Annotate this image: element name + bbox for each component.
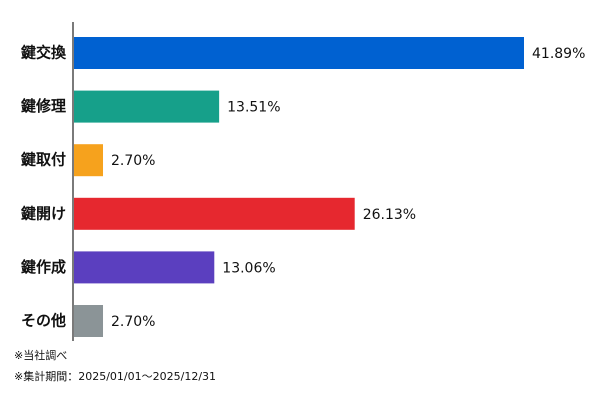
bar xyxy=(74,251,215,284)
category-label: その他 xyxy=(21,312,66,330)
note: ※集計期間：2025/01/01～2025/12/31 xyxy=(14,369,216,383)
bar xyxy=(74,197,355,230)
bar xyxy=(74,37,524,69)
category-label: 鍵取付 xyxy=(21,151,66,169)
value-label: 41.89% xyxy=(532,46,585,62)
value-label: 13.06% xyxy=(222,260,275,276)
category-label: 鍵開け xyxy=(21,204,66,222)
bar xyxy=(74,305,104,337)
bar xyxy=(74,90,220,123)
category-label: 鍵作成 xyxy=(21,258,66,276)
note: ※当社調べ xyxy=(14,348,67,362)
bar xyxy=(74,144,104,177)
value-label: 2.70% xyxy=(111,153,155,169)
value-label: 13.51% xyxy=(227,100,280,116)
value-label: 2.70% xyxy=(111,314,155,330)
category-label: 鍵交換 xyxy=(21,44,67,62)
category-label: 鍵修理 xyxy=(21,97,66,115)
value-label: 26.13% xyxy=(363,207,416,223)
